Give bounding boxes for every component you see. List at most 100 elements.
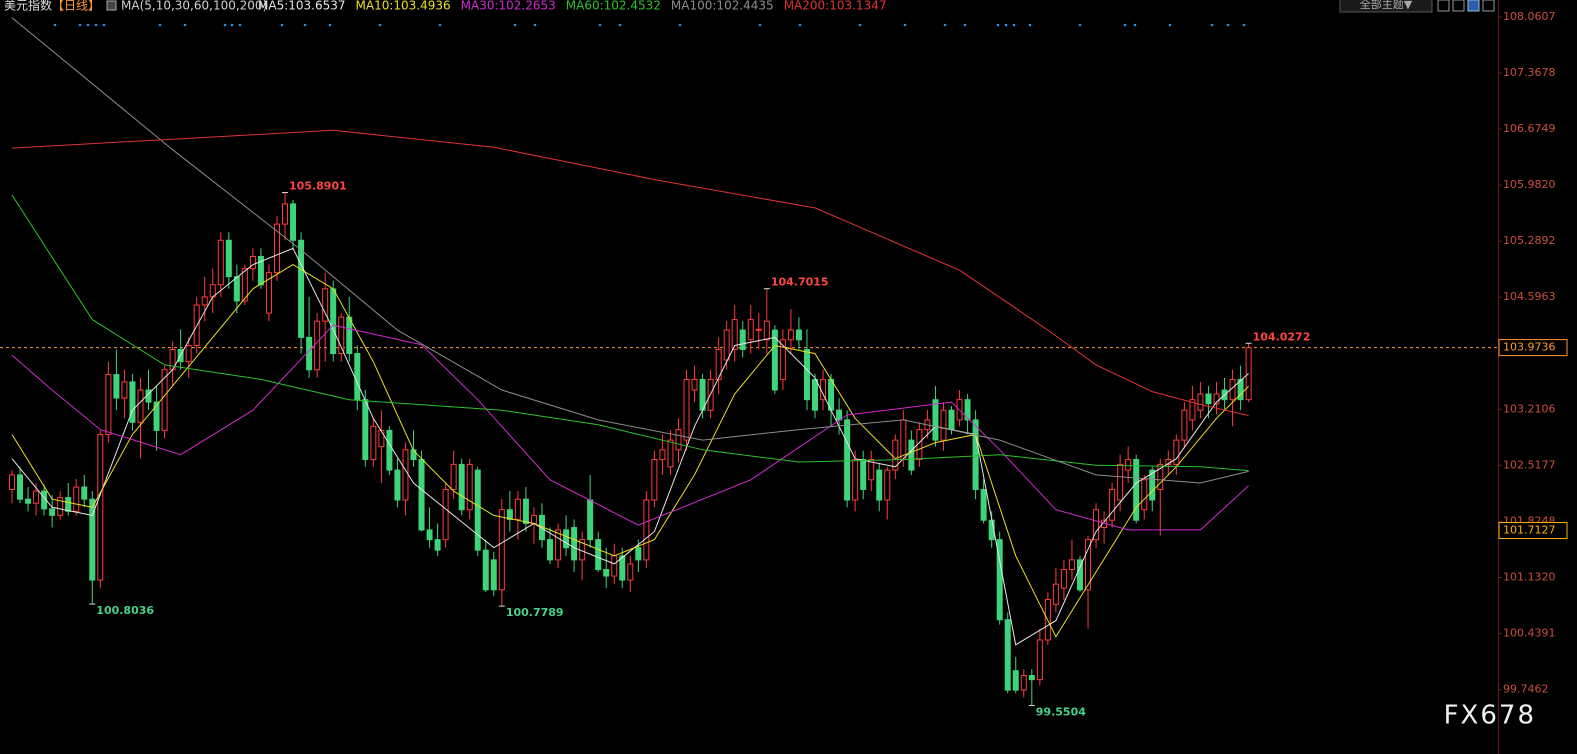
price-label-box xyxy=(1498,339,1568,357)
event-marker[interactable] xyxy=(858,23,862,27)
y-tick-label: 102.5177 xyxy=(1503,458,1556,471)
candle-body xyxy=(129,381,136,423)
candle-body xyxy=(1020,675,1027,691)
candle-body xyxy=(884,469,891,501)
candle-body xyxy=(249,255,256,270)
event-marker[interactable] xyxy=(1226,23,1230,27)
event-marker[interactable] xyxy=(1210,23,1214,27)
candle-body xyxy=(892,439,899,471)
period-label[interactable]: 【日线】 xyxy=(52,0,100,13)
event-marker[interactable] xyxy=(533,23,537,27)
ma-icon[interactable] xyxy=(106,0,117,11)
event-marker[interactable] xyxy=(1004,23,1008,27)
candle-body xyxy=(346,316,353,355)
event-marker[interactable] xyxy=(94,23,98,27)
y-tick-label: 108.0607 xyxy=(1503,10,1556,23)
candle-body xyxy=(948,409,955,431)
candle-body xyxy=(812,378,818,411)
candle-body xyxy=(860,459,867,490)
event-marker[interactable] xyxy=(903,23,907,27)
candle-body xyxy=(273,223,280,274)
y-tick-label: 106.6749 xyxy=(1503,122,1556,135)
event-marker[interactable] xyxy=(1078,23,1082,27)
event-marker[interactable] xyxy=(943,23,947,27)
ma-line xyxy=(11,17,1249,484)
candle-body xyxy=(619,555,626,581)
toolbar-icon[interactable] xyxy=(1437,0,1450,12)
event-marker[interactable] xyxy=(53,23,57,27)
candle-body xyxy=(1052,583,1059,605)
candle-body xyxy=(17,474,24,500)
annotation-label: 99.5504 xyxy=(1036,705,1086,718)
candle-body xyxy=(241,268,248,302)
event-marker[interactable] xyxy=(758,23,762,27)
candle-body xyxy=(1004,619,1011,691)
candle-body xyxy=(474,469,481,551)
candle-body xyxy=(755,328,762,331)
candle-body xyxy=(876,469,883,501)
candle-body xyxy=(201,296,208,306)
candle-body xyxy=(97,433,104,581)
event-marker[interactable] xyxy=(230,23,234,27)
instrument-name: 美元指数 xyxy=(4,0,52,13)
event-marker[interactable] xyxy=(303,23,307,27)
candle-body xyxy=(900,419,907,461)
event-marker[interactable] xyxy=(238,23,242,27)
event-marker[interactable] xyxy=(798,23,802,27)
legend-entry: MA100:102.4435 xyxy=(671,0,774,13)
theme-button-label[interactable]: 全部主题▼ xyxy=(1360,0,1413,11)
y-tick-label: 105.9820 xyxy=(1503,178,1556,191)
event-marker[interactable] xyxy=(996,23,1000,27)
y-axis: 108.0607 107.3678 106.6749 105.9820 105.2892… xyxy=(1498,10,1568,696)
event-marker[interactable] xyxy=(963,23,967,27)
candle-body xyxy=(217,239,224,286)
event-marker[interactable] xyxy=(102,23,106,27)
event-marker[interactable] xyxy=(378,23,382,27)
event-marker[interactable] xyxy=(513,23,517,27)
event-marker[interactable] xyxy=(598,23,602,27)
toolbar-icon[interactable] xyxy=(1467,0,1480,12)
event-marker[interactable] xyxy=(1012,23,1016,27)
toolbar-icon[interactable] xyxy=(1452,0,1465,12)
candle-body xyxy=(225,239,232,278)
event-marker[interactable] xyxy=(618,23,622,27)
event-marker[interactable] xyxy=(183,23,187,27)
event-marker[interactable] xyxy=(1168,23,1172,27)
event-marker[interactable] xyxy=(223,23,227,27)
toolbar-icon[interactable] xyxy=(1482,0,1495,12)
event-marker[interactable] xyxy=(280,23,284,27)
event-marker[interactable] xyxy=(1123,23,1127,27)
event-marker[interactable] xyxy=(158,23,162,27)
candle-body xyxy=(298,239,305,338)
candle-body xyxy=(1028,675,1035,681)
candle-body xyxy=(1181,409,1188,441)
candle-body xyxy=(1149,469,1156,501)
event-marker[interactable] xyxy=(328,23,332,27)
event-marker[interactable] xyxy=(1242,23,1246,27)
candle-body xyxy=(1076,559,1083,591)
candle-body xyxy=(522,498,529,524)
annotation-label: 104.7015 xyxy=(771,276,829,289)
candle-body xyxy=(1117,463,1124,501)
candle-body xyxy=(442,488,449,541)
event-marker[interactable] xyxy=(1028,23,1032,27)
candle-body xyxy=(1012,670,1019,691)
candle-body xyxy=(795,329,802,341)
candle-body xyxy=(739,329,746,351)
event-marker[interactable] xyxy=(438,23,442,27)
candle-body xyxy=(547,539,554,561)
event-markers xyxy=(53,23,1246,27)
y-tick-label: 105.2892 xyxy=(1503,234,1556,247)
event-marker[interactable] xyxy=(86,23,90,27)
annotation-label: 105.8901 xyxy=(289,180,347,193)
event-marker[interactable] xyxy=(78,23,82,27)
legend-entry: MA30:102.2653 xyxy=(461,0,556,13)
candle-body xyxy=(265,272,272,314)
plot-area: 105.8901 104.7015 104.0272 100.8036 100.7789… xyxy=(0,17,1498,718)
theme-button[interactable] xyxy=(1339,0,1433,13)
event-marker[interactable] xyxy=(678,23,682,27)
event-marker[interactable] xyxy=(1133,23,1137,27)
